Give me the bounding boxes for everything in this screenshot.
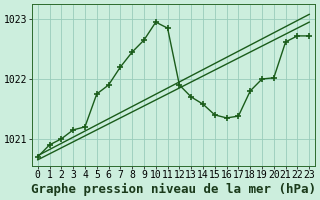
X-axis label: Graphe pression niveau de la mer (hPa): Graphe pression niveau de la mer (hPa) bbox=[31, 183, 316, 196]
